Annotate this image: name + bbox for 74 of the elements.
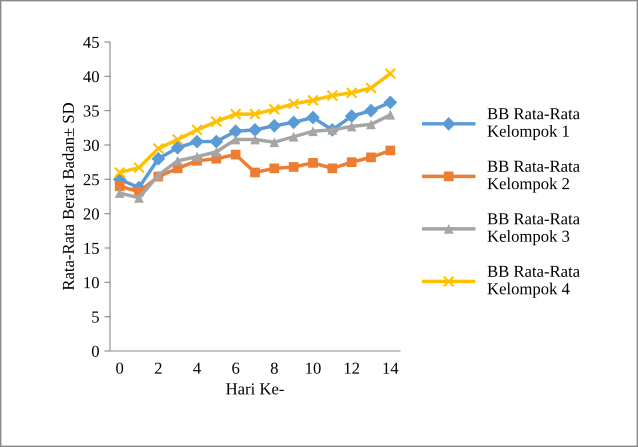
point xyxy=(249,108,261,120)
point xyxy=(230,150,241,160)
legend-label: BB Rata-Rata Kelompok 2 xyxy=(488,160,580,193)
legend-label: BB Rata-Rata Kelompok 1 xyxy=(488,108,580,140)
point xyxy=(344,109,359,124)
point xyxy=(346,157,357,168)
y-tick-label: 45 xyxy=(83,36,99,48)
y-tick-label: 20 xyxy=(84,208,99,220)
point xyxy=(210,116,222,128)
x-tick-label: 4 xyxy=(193,362,201,374)
y-tick-label: 35 xyxy=(84,105,99,117)
point xyxy=(190,134,204,148)
point xyxy=(151,152,166,166)
point xyxy=(228,124,243,138)
point xyxy=(133,162,145,174)
point xyxy=(307,94,319,106)
x-tick-label: 12 xyxy=(344,362,360,374)
y-tick-label: 15 xyxy=(84,242,99,254)
point xyxy=(248,123,262,137)
x-axis-title: Hari Ke- xyxy=(226,383,284,395)
x-tick-label: 0 xyxy=(116,362,124,374)
x-tick-label: 8 xyxy=(270,362,278,374)
y-tick-label: 40 xyxy=(83,71,99,82)
point xyxy=(288,162,299,172)
point xyxy=(152,142,164,154)
point xyxy=(385,146,396,156)
point xyxy=(230,134,241,144)
x-tick-label: 2 xyxy=(154,362,162,374)
point xyxy=(364,104,378,118)
point xyxy=(288,132,299,142)
point xyxy=(288,98,300,110)
point xyxy=(172,134,184,146)
point xyxy=(365,82,377,94)
point xyxy=(269,163,280,174)
point xyxy=(326,90,338,102)
x-tick-label: 10 xyxy=(306,362,321,374)
point xyxy=(134,193,144,203)
legend-label: BB Rata-Rata Kelompok 3 xyxy=(488,213,580,246)
y-tick-label: 30 xyxy=(84,140,99,151)
point xyxy=(172,156,183,166)
point xyxy=(191,124,203,136)
point xyxy=(346,86,358,99)
y-tick-label: 25 xyxy=(84,174,99,186)
point xyxy=(211,147,222,157)
point xyxy=(385,110,396,120)
point xyxy=(327,163,338,174)
point xyxy=(114,181,125,192)
x-tick-label: 6 xyxy=(232,362,240,374)
point xyxy=(114,188,125,198)
point xyxy=(308,158,318,168)
point xyxy=(250,168,260,178)
point xyxy=(230,108,242,120)
point xyxy=(114,166,126,178)
point xyxy=(306,110,320,124)
point xyxy=(170,140,185,155)
y-tick-label: 0 xyxy=(92,346,99,357)
point xyxy=(308,126,318,136)
point xyxy=(346,122,357,132)
legend-label: BB Rata-Rata Kelompok 4 xyxy=(488,266,580,298)
point xyxy=(383,96,398,110)
point xyxy=(366,120,376,130)
point xyxy=(366,152,376,162)
point xyxy=(267,118,282,133)
point xyxy=(269,137,280,148)
point xyxy=(268,103,280,116)
point xyxy=(286,115,301,130)
point xyxy=(192,152,202,162)
point xyxy=(250,134,260,144)
y-axis-title: Rata-Rata Berat Badan± SD xyxy=(62,103,74,290)
y-tick-label: 10 xyxy=(84,277,99,288)
x-tick-label: 14 xyxy=(383,362,398,374)
point xyxy=(384,68,396,80)
y-tick-label: 5 xyxy=(92,312,99,323)
point xyxy=(209,134,224,148)
